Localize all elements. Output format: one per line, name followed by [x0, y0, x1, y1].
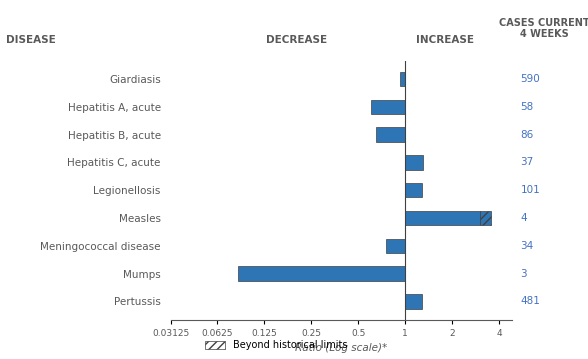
Bar	[238, 266, 405, 281]
Legend: Beyond historical limits: Beyond historical limits	[202, 336, 351, 354]
Bar	[405, 155, 423, 170]
Bar	[386, 239, 405, 253]
Bar	[400, 72, 405, 86]
Text: 37: 37	[520, 158, 534, 168]
Text: 101: 101	[520, 185, 540, 195]
Text: 3: 3	[520, 269, 527, 279]
Text: 481: 481	[520, 297, 540, 307]
Bar	[405, 183, 422, 197]
Bar	[405, 211, 480, 225]
X-axis label: Ratio (Log scale)*: Ratio (Log scale)*	[295, 343, 387, 353]
Text: 58: 58	[520, 102, 534, 112]
Text: CASES CURRENT
4 WEEKS: CASES CURRENT 4 WEEKS	[499, 18, 588, 39]
Text: DECREASE: DECREASE	[266, 35, 327, 45]
Text: DISEASE: DISEASE	[6, 35, 56, 45]
Text: 86: 86	[520, 130, 534, 140]
Text: 590: 590	[520, 74, 540, 84]
Text: 34: 34	[520, 241, 534, 251]
Text: INCREASE: INCREASE	[416, 35, 474, 45]
Bar	[370, 100, 405, 114]
Bar	[376, 127, 405, 142]
Text: 4: 4	[520, 213, 527, 223]
Bar	[405, 294, 422, 309]
Bar	[480, 211, 491, 225]
